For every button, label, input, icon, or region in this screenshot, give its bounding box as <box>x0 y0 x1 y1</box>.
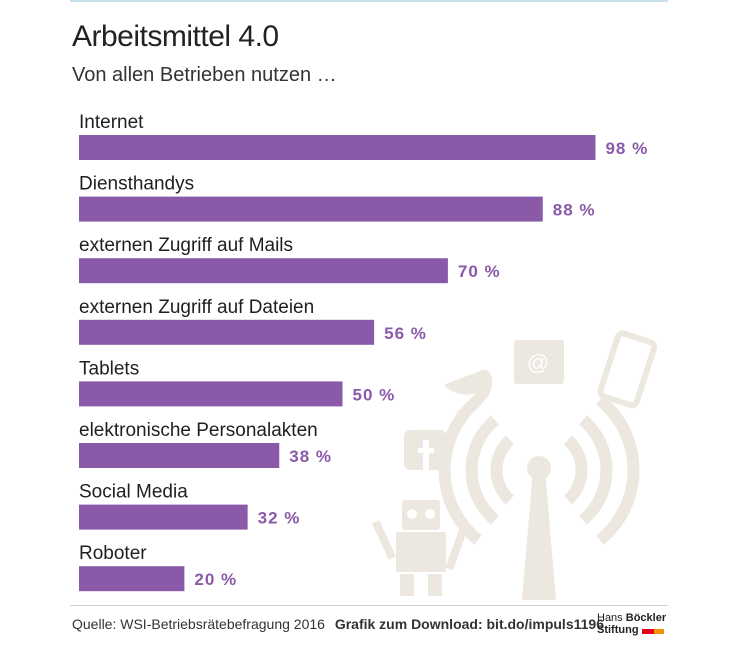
value-label: 70 % <box>458 262 501 281</box>
value-label: 56 % <box>384 324 427 343</box>
value-label: 38 % <box>289 447 332 466</box>
bar <box>79 381 343 407</box>
category-label: Diensthandys <box>79 174 194 195</box>
chart-subtitle: Von allen Betrieben nutzen … <box>72 64 337 86</box>
bar <box>79 196 543 222</box>
value-label: 20 % <box>194 570 237 589</box>
bar <box>79 504 248 530</box>
top-rule <box>70 0 668 2</box>
robot-icon <box>371 500 467 596</box>
value-label: 88 % <box>553 201 596 220</box>
bar <box>79 566 185 592</box>
twitter-bird-icon <box>444 370 493 412</box>
category-label: externen Zugriff auf Dateien <box>79 297 314 318</box>
category-label: externen Zugriff auf Mails <box>79 235 293 256</box>
value-label: 32 % <box>258 509 301 528</box>
email-icon: @ <box>514 340 564 384</box>
category-label: Roboter <box>79 543 147 564</box>
svg-text:@: @ <box>527 350 549 375</box>
category-label: Internet <box>79 112 144 133</box>
category-label: elektronische Personalakten <box>79 420 318 441</box>
value-label: 98 % <box>605 139 648 158</box>
smartphone-icon <box>597 330 658 409</box>
footer: Quelle: WSI-Betriebsrätebefragung 2016 G… <box>72 616 604 632</box>
facebook-icon <box>404 430 446 470</box>
category-label: Tablets <box>79 358 139 379</box>
value-label: 50 % <box>353 385 396 404</box>
footer-rule <box>70 605 668 606</box>
bar <box>79 135 596 160</box>
hans-boeckler-stiftung-logo: Hans Böckler Stiftung <box>597 612 667 636</box>
wifi-antenna-icon <box>438 395 640 600</box>
bar <box>79 443 280 468</box>
source-note: Quelle: WSI-Betriebsrätebefragung 2016 <box>72 616 325 632</box>
category-label: Social Media <box>79 482 188 503</box>
bar <box>79 258 448 284</box>
bar <box>79 319 375 345</box>
chart-title: Arbeitsmittel 4.0 <box>72 20 279 53</box>
download-link[interactable]: Grafik zum Download: bit.do/impuls1196 <box>334 616 604 632</box>
